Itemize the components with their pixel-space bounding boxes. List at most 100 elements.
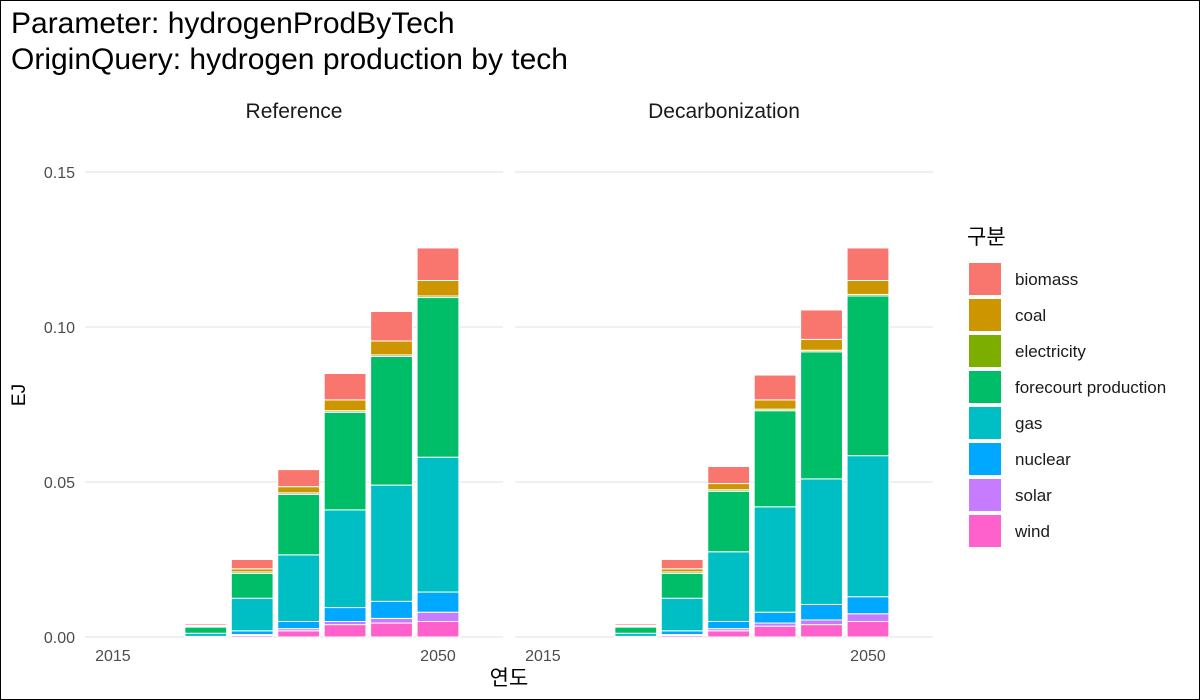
bar-segment-biomass	[323, 373, 367, 401]
bar-segment-coal	[416, 280, 460, 297]
bar-segment-nuclear	[660, 630, 704, 636]
bar-segment-gas	[707, 551, 751, 622]
bar-segment-biomass	[416, 247, 460, 281]
legend-key-swatch	[969, 335, 1001, 367]
bar-segment-gas	[416, 456, 460, 593]
legend-item: solar	[967, 477, 1052, 513]
bar-segment-coal	[707, 483, 751, 491]
bar-segment-biomass	[707, 466, 751, 485]
bar-segment-biomass	[277, 469, 321, 488]
bar-segment-forecourt-production	[800, 351, 843, 480]
bar-segment-wind	[707, 630, 751, 638]
bar-segment-nuclear	[230, 630, 274, 636]
legend-key-swatch	[969, 515, 1001, 547]
bar-segment-wind	[800, 624, 843, 638]
legend-items: biomass coal electricity forecourt producti…	[967, 261, 1166, 549]
bar-segment-forecourt-production	[230, 572, 274, 599]
legend-key-swatch	[969, 299, 1001, 331]
bar-segment-coal	[277, 486, 321, 494]
legend-label: forecourt production	[1015, 378, 1167, 397]
legend-item: forecourt production	[967, 369, 1166, 405]
bar-segment-solar	[846, 613, 890, 622]
bar-segment-coal	[846, 280, 890, 295]
bar-segment-forecourt-production	[370, 355, 413, 486]
bar-segment-gas	[846, 455, 890, 598]
bar-segment-gas	[660, 597, 704, 632]
legend-key-swatch	[969, 263, 1001, 295]
chart-title-line-1: Parameter: hydrogenProdByTech	[11, 7, 455, 40]
legend-label: coal	[1015, 306, 1047, 325]
bar-segment-nuclear	[753, 611, 797, 624]
y-tick-label: 0.05	[44, 475, 75, 492]
legend-label: wind	[1015, 522, 1050, 541]
bar-segment-forecourt-production	[846, 295, 890, 457]
bar-segment-wind	[323, 624, 367, 638]
bar-segment-biomass	[370, 311, 413, 342]
bar-segment-coal	[323, 399, 367, 412]
bar-segment-forecourt-production	[323, 411, 367, 511]
y-tick-label: 0.15	[44, 165, 75, 182]
bar-segment-solar	[416, 611, 460, 623]
bar-segment-gas	[323, 509, 367, 609]
bar-segment-forecourt-production	[753, 410, 797, 508]
legend-key-swatch	[969, 407, 1001, 439]
bar-segment-forecourt-production	[277, 493, 321, 556]
bar-segment-biomass	[614, 623, 658, 626]
legend-item: wind	[967, 513, 1050, 549]
legend-key-swatch	[969, 443, 1001, 475]
legend-label: electricity	[1015, 342, 1086, 361]
bar-segment-solar	[800, 619, 843, 626]
x-tick-label: 2050	[850, 648, 886, 665]
bar-segment-nuclear	[370, 600, 413, 619]
bar-segment-gas	[800, 478, 843, 605]
legend-label: gas	[1015, 414, 1043, 433]
bar-segment-forecourt-production	[614, 626, 658, 634]
legend-item: coal	[967, 297, 1046, 333]
legend-key-swatch	[969, 371, 1001, 403]
bar-segment-wind	[416, 621, 460, 638]
legend-item: nuclear	[967, 441, 1071, 477]
bar-segment-biomass	[660, 559, 704, 570]
bar-segment-wind	[846, 621, 890, 638]
facet-strip-label: Reference	[246, 100, 343, 123]
bar-segment-nuclear	[800, 603, 843, 621]
bar-segment-biomass	[230, 559, 274, 570]
bar-segment-gas	[277, 554, 321, 622]
bar-segment-nuclear	[707, 621, 751, 630]
legend-item: electricity	[967, 333, 1086, 369]
bar-segment-coal	[800, 338, 843, 351]
y-tick-label: 0.00	[44, 630, 75, 647]
bar-segment-wind	[370, 622, 413, 638]
legend-label: biomass	[1015, 270, 1079, 289]
bar-segment-gas	[753, 506, 797, 613]
bar-segment-forecourt-production	[660, 572, 704, 599]
bar-segment-biomass	[753, 374, 797, 401]
legend-item: gas	[967, 405, 1042, 441]
x-tick-label: 2015	[525, 648, 561, 665]
bar-segment-forecourt-production	[707, 490, 751, 553]
bar-segment-biomass	[184, 623, 228, 626]
bar-segment-nuclear	[277, 621, 321, 630]
legend-key-swatch	[969, 479, 1001, 511]
bar-segment-nuclear	[416, 591, 460, 613]
bar-segment-biomass	[846, 247, 890, 281]
legend-item: biomass	[967, 261, 1078, 297]
bar-segment-coal	[370, 340, 413, 356]
legend: 구분 biomass coal electricity forecourt produ…	[967, 221, 1166, 549]
y-axis-title: EJ	[9, 384, 30, 406]
bar-segment-nuclear	[846, 596, 890, 615]
bar-segment-gas	[370, 484, 413, 602]
x-axis-title: 연도	[490, 666, 529, 690]
facet-strip-label: Decarbonization	[648, 100, 800, 123]
bar-segment-coal	[753, 399, 797, 410]
bar-segment-wind	[753, 625, 797, 638]
bar-segment-wind	[277, 630, 321, 638]
y-tick-label: 0.10	[44, 320, 75, 337]
legend-label: solar	[1015, 486, 1052, 505]
bar-segment-nuclear	[323, 607, 367, 622]
bar-segment-forecourt-production	[416, 297, 460, 458]
legend-label: nuclear	[1015, 450, 1071, 469]
bar-segment-gas	[230, 597, 274, 632]
